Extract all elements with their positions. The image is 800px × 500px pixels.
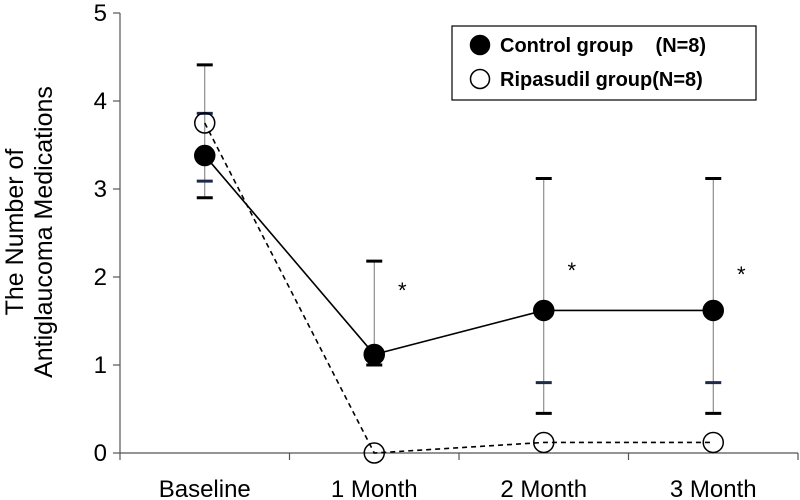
error-bars xyxy=(196,63,722,415)
legend-marker-control xyxy=(469,34,491,56)
data-point-ripasudil-0 xyxy=(194,112,216,134)
x-tick-label-3-month: 3 Month xyxy=(670,476,757,500)
series-line-ripasudil xyxy=(204,122,714,454)
x-tick-label-baseline: Baseline xyxy=(159,476,251,500)
data-point-ripasudil-1 xyxy=(363,442,385,464)
x-tick-label-1-month: 1 Month xyxy=(331,476,418,500)
series-line-control xyxy=(204,155,714,356)
y-tick-label-5: 5 xyxy=(94,0,107,27)
data-point-ripasudil-2 xyxy=(533,431,555,454)
data-point-ripasudil-3 xyxy=(702,431,724,454)
axes xyxy=(113,12,799,460)
annotations: * * * xyxy=(398,258,746,303)
annotation-1-month: * xyxy=(398,278,407,303)
legend-label-ripasudil: Ripasudil group(N=8) xyxy=(500,69,703,91)
y-tick-label-0: 0 xyxy=(94,440,107,467)
y-tick-label-3: 3 xyxy=(94,176,107,203)
series-lines xyxy=(204,122,714,454)
y-axis-title-line-1: The Number of xyxy=(1,149,29,316)
data-point-control-3 xyxy=(702,299,724,322)
y-axis-title-line-2: Antiglaucoma Medications xyxy=(30,86,58,378)
y-tick-label-4: 4 xyxy=(94,88,107,115)
y-axis-title: The Number of Antiglaucoma Medications xyxy=(1,86,58,378)
legend-label-control: Control group (N=8) xyxy=(500,35,706,57)
annotation-3-month: * xyxy=(737,262,746,287)
x-tick-label-2-month: 2 Month xyxy=(500,476,587,500)
data-point-control-1 xyxy=(363,343,385,366)
y-tick-labels: 0 1 2 3 4 5 xyxy=(94,0,107,467)
data-point-control-0 xyxy=(194,144,216,167)
data-points xyxy=(194,112,724,464)
legend-marker-ripasudil xyxy=(469,68,491,90)
x-tick-labels: Baseline 1 Month 2 Month 3 Month xyxy=(159,476,757,500)
legend: Control group (N=8) Ripasudil group(N=8) xyxy=(451,25,757,101)
data-point-control-2 xyxy=(533,299,555,322)
y-tick-label-2: 2 xyxy=(94,264,107,291)
legend-box xyxy=(451,25,757,101)
annotation-2-month: * xyxy=(567,258,576,283)
y-tick-label-1: 1 xyxy=(94,352,107,379)
